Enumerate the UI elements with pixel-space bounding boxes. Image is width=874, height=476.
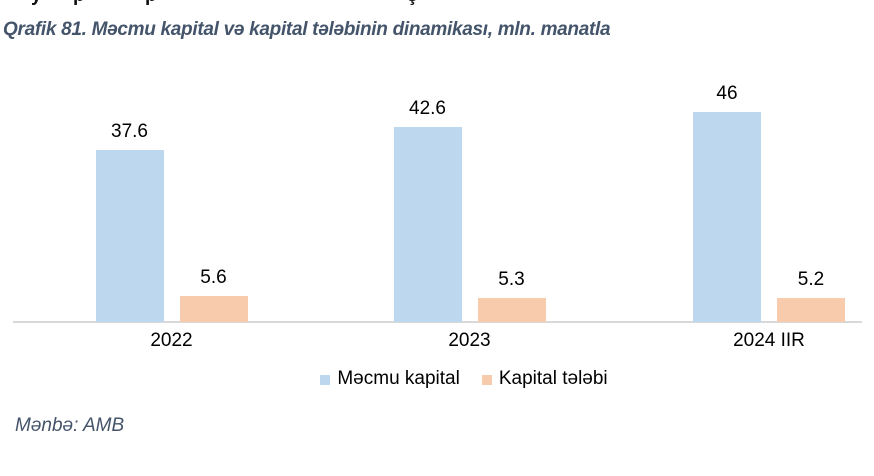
clipped-glyph-fragment: y xyxy=(31,0,42,7)
clipped-body-text-line: yppş xyxy=(0,0,874,8)
x-axis-label: 2024 IIR xyxy=(733,330,805,351)
chart-caption: Qrafik 81. Məcmu kapital və kapital tələ… xyxy=(3,19,611,40)
value-label: 46 xyxy=(716,83,738,104)
x-axis-label: 2022 xyxy=(150,330,193,351)
source-note: Mənbə: AMB xyxy=(15,415,125,436)
value-label: 37.6 xyxy=(111,121,148,142)
value-label: 5.6 xyxy=(200,267,227,288)
value-label: 5.2 xyxy=(797,269,825,290)
bar-mecmu-kapital-2024-iir xyxy=(693,112,761,322)
legend-swatch-mecmu-kapital xyxy=(320,375,331,385)
clipped-glyph-fragment: p xyxy=(145,0,157,7)
bar-mecmu-kapital-2022 xyxy=(95,150,164,322)
legend-item-kapital-telebi: Kapital tələbi xyxy=(481,368,608,390)
bar-kapital-telebi-2022 xyxy=(179,296,248,322)
clipped-glyph-fragment: p xyxy=(73,0,85,7)
bar-kapital-telebi-2023 xyxy=(477,298,546,322)
bar-mecmu-kapital-2023 xyxy=(393,127,462,322)
value-label: 42.6 xyxy=(409,98,446,119)
legend-swatch-kapital-telebi xyxy=(481,375,492,385)
legend-label-mecmu-kapital: Məcmu kapital xyxy=(337,368,460,389)
clipped-glyph-fragment: ş xyxy=(407,0,418,7)
value-label: 5.3 xyxy=(498,269,525,290)
x-axis-label: 2023 xyxy=(448,330,491,351)
legend-label-kapital-telebi: Kapital tələbi xyxy=(498,368,608,389)
bar-kapital-telebi-2024-iir xyxy=(777,298,845,322)
legend-item-mecmu-kapital: Məcmu kapital xyxy=(320,368,460,390)
chart-legend: Məcmu kapital Kapital tələbi xyxy=(27,368,874,390)
x-axis-line xyxy=(13,321,862,323)
